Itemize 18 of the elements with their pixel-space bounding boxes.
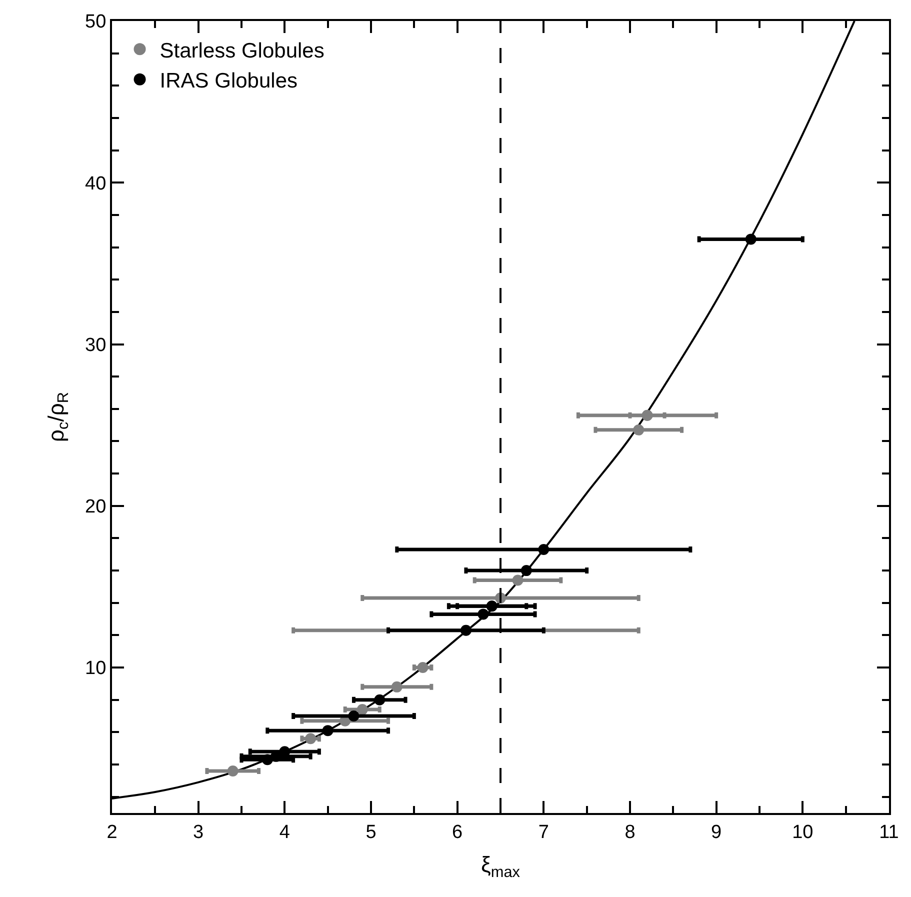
x-tick-label: 8 xyxy=(624,822,636,843)
x-tick-label: 6 xyxy=(452,822,463,843)
x-axis-title: ξ$_{max}$ xyxy=(481,852,520,881)
legend-label: IRAS Globules xyxy=(160,70,298,93)
x-tick-label: 11 xyxy=(879,822,899,843)
x-tick-label: 3 xyxy=(193,822,204,843)
y-tick-label: 40 xyxy=(85,173,106,194)
y-tick-label: 10 xyxy=(85,658,106,680)
x-tick-label: 5 xyxy=(366,822,376,843)
y-tick-label: 50 xyxy=(85,12,106,33)
y-tick-label: 30 xyxy=(85,334,106,356)
x-tick-label: 9 xyxy=(711,822,722,843)
legend-label: Starless Globules xyxy=(160,39,324,62)
x-tick-label: 2 xyxy=(106,822,118,843)
x-tick-label: 7 xyxy=(538,822,549,843)
y-tick-label: 20 xyxy=(85,496,106,518)
x-tick-label: 4 xyxy=(279,822,290,843)
x-tick-label: 10 xyxy=(792,822,814,843)
